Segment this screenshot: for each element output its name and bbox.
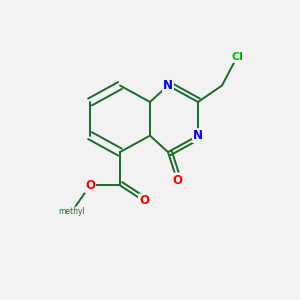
Text: O: O (85, 179, 95, 192)
Text: N: N (193, 129, 203, 142)
Text: O: O (172, 173, 182, 187)
Text: Cl: Cl (231, 52, 243, 62)
Text: O: O (139, 194, 149, 208)
Text: methyl: methyl (58, 207, 85, 216)
Text: N: N (163, 79, 173, 92)
